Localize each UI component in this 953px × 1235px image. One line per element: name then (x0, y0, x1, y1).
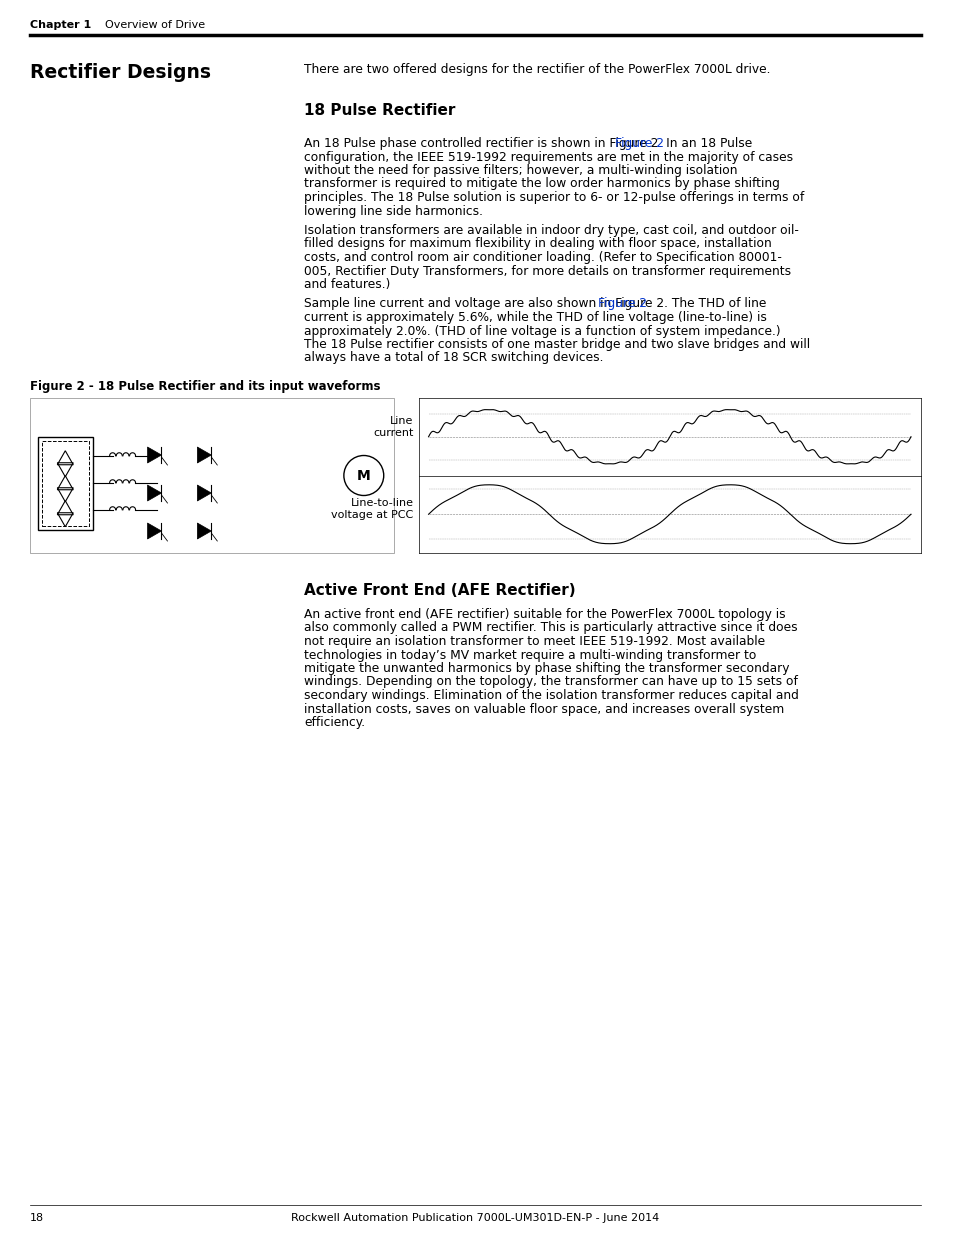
Text: also commonly called a PWM rectifier. This is particularly attractive since it d: also commonly called a PWM rectifier. Th… (304, 621, 797, 635)
Text: Sample line current and voltage are also shown in Figure 2. The THD of line: Sample line current and voltage are also… (304, 298, 765, 310)
Text: approximately 2.0%. (THD of line voltage is a function of system impedance.): approximately 2.0%. (THD of line voltage… (304, 325, 780, 337)
Text: 18: 18 (30, 1213, 44, 1223)
Text: mitigate the unwanted harmonics by phase shifting the transformer secondary: mitigate the unwanted harmonics by phase… (304, 662, 789, 676)
Text: Figure 2: Figure 2 (615, 137, 663, 149)
Text: An 18 Pulse phase controlled rectifier is shown in Figure 2. In an 18 Pulse: An 18 Pulse phase controlled rectifier i… (304, 137, 752, 149)
Text: technologies in today’s MV market require a multi-winding transformer to: technologies in today’s MV market requir… (304, 648, 756, 662)
Text: Chapter 1: Chapter 1 (30, 20, 91, 30)
Text: secondary windings. Elimination of the isolation transformer reduces capital and: secondary windings. Elimination of the i… (304, 689, 798, 701)
Text: The 18 Pulse rectifier consists of one master bridge and two slave bridges and w: The 18 Pulse rectifier consists of one m… (304, 338, 809, 351)
Polygon shape (197, 485, 211, 501)
Text: without the need for passive filters; however, a multi-winding isolation: without the need for passive filters; ho… (304, 164, 737, 177)
Text: and features.): and features.) (304, 278, 390, 291)
Bar (30, 398, 394, 553)
Text: M: M (356, 468, 371, 483)
Text: Line
current: Line current (373, 416, 414, 437)
Text: efficiency.: efficiency. (304, 716, 365, 729)
Polygon shape (148, 522, 161, 538)
Text: current is approximately 5.6%, while the THD of line voltage (line-to-line) is: current is approximately 5.6%, while the… (304, 311, 766, 324)
Text: filled designs for maximum flexibility in dealing with floor space, installation: filled designs for maximum flexibility i… (304, 237, 771, 251)
Polygon shape (148, 485, 161, 501)
Text: principles. The 18 Pulse solution is superior to 6- or 12-pulse offerings in ter: principles. The 18 Pulse solution is sup… (304, 191, 803, 204)
Text: windings. Depending on the topology, the transformer can have up to 15 sets of: windings. Depending on the topology, the… (304, 676, 797, 688)
Text: lowering line side harmonics.: lowering line side harmonics. (304, 205, 482, 217)
Text: installation costs, saves on valuable floor space, and increases overall system: installation costs, saves on valuable fl… (304, 703, 783, 715)
Bar (42, 441, 89, 526)
Bar (38, 437, 92, 530)
Text: There are two offered designs for the rectifier of the PowerFlex 7000L drive.: There are two offered designs for the re… (304, 63, 770, 77)
Text: Figure 2: Figure 2 (598, 298, 646, 310)
Polygon shape (197, 522, 211, 538)
Text: costs, and control room air conditioner loading. (Refer to Specification 80001-: costs, and control room air conditioner … (304, 251, 781, 264)
Text: always have a total of 18 SCR switching devices.: always have a total of 18 SCR switching … (304, 352, 603, 364)
Text: transformer is required to mitigate the low order harmonics by phase shifting: transformer is required to mitigate the … (304, 178, 779, 190)
Text: Active Front End (AFE Rectifier): Active Front End (AFE Rectifier) (304, 583, 575, 598)
Text: Figure 2 - 18 Pulse Rectifier and its input waveforms: Figure 2 - 18 Pulse Rectifier and its in… (30, 380, 380, 393)
Text: 005, Rectifier Duty Transformers, for more details on transformer requirements: 005, Rectifier Duty Transformers, for mo… (304, 264, 790, 278)
Polygon shape (197, 447, 211, 463)
Text: Rectifier Designs: Rectifier Designs (30, 63, 211, 82)
Text: Rockwell Automation Publication 7000L-UM301D-EN-P - June 2014: Rockwell Automation Publication 7000L-UM… (291, 1213, 659, 1223)
Text: configuration, the IEEE 519-1992 requirements are met in the majority of cases: configuration, the IEEE 519-1992 require… (304, 151, 792, 163)
Text: Isolation transformers are available in indoor dry type, cast coil, and outdoor : Isolation transformers are available in … (304, 224, 798, 237)
Polygon shape (148, 447, 161, 463)
Text: Overview of Drive: Overview of Drive (105, 20, 205, 30)
Text: not require an isolation transformer to meet IEEE 519-1992. Most available: not require an isolation transformer to … (304, 635, 764, 648)
Text: An active front end (AFE rectifier) suitable for the PowerFlex 7000L topology is: An active front end (AFE rectifier) suit… (304, 608, 784, 621)
Text: 18 Pulse Rectifier: 18 Pulse Rectifier (304, 103, 455, 119)
Text: Line-to-line
voltage at PCC: Line-to-line voltage at PCC (331, 499, 414, 520)
